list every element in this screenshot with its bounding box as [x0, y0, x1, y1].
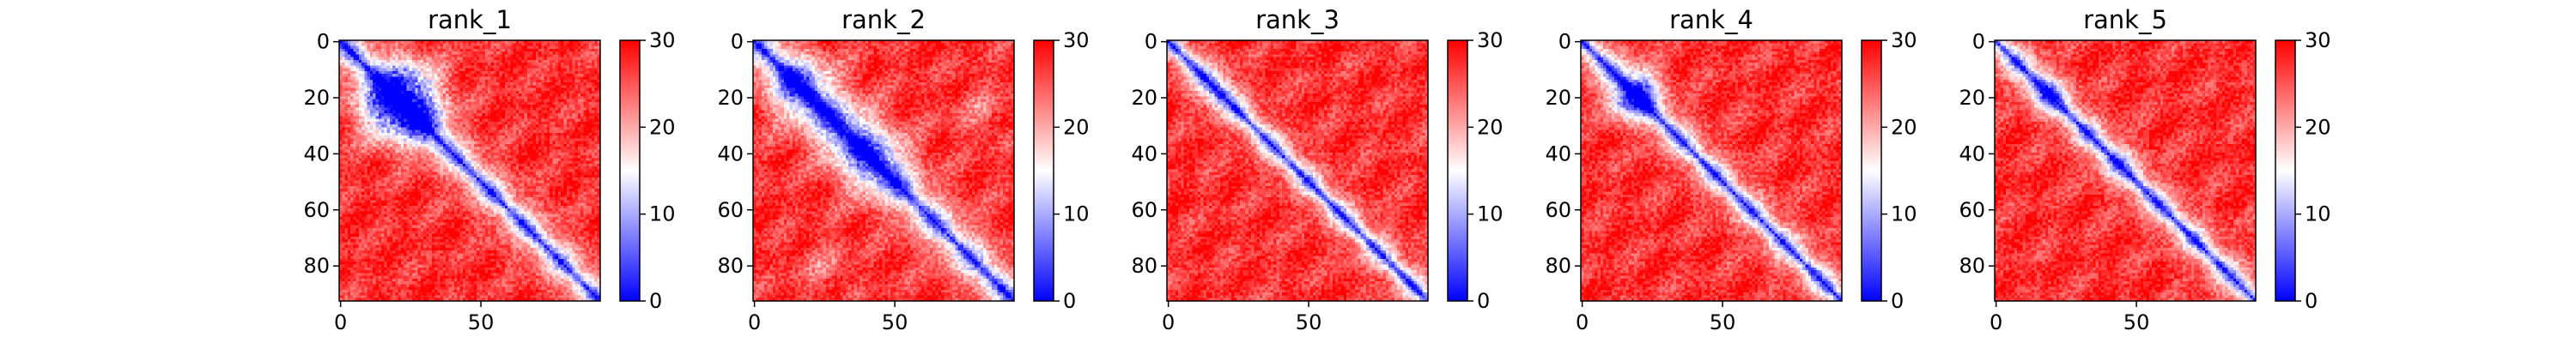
colorbar-tick-label: 10 [649, 202, 676, 226]
colorbar-tick-label: 20 [1063, 115, 1090, 139]
colorbar-tick-label: 20 [649, 115, 676, 139]
colorbar-tick-label: 20 [2305, 115, 2331, 139]
heatmap-image [1581, 40, 1842, 301]
y-tick-label: 0 [1145, 30, 1157, 54]
x-tick-label: 50 [2123, 310, 2150, 334]
colorbar [1861, 39, 1882, 302]
colorbar-tick-label: 10 [1477, 202, 1504, 226]
y-tick-label: 0 [317, 30, 330, 54]
y-tick-label: 20 [717, 86, 744, 110]
heatmap-image [1995, 40, 2256, 301]
heatmap-image [753, 40, 1014, 301]
x-tick-label: 0 [748, 310, 761, 334]
colorbar [1033, 39, 1054, 302]
panel-rank_4: rank_4 0 20 40 60 80 0 50 0 10 20 30 [1545, 5, 1917, 334]
y-tick-label: 40 [1959, 141, 1985, 165]
heatmap-frame [1580, 39, 1843, 302]
panel-rank_1: rank_1 0 20 40 60 80 0 50 0 10 20 30 [303, 5, 675, 334]
colorbar-tick-label: 0 [1891, 289, 1904, 313]
heatmap-frame [752, 39, 1015, 302]
y-tick-label: 60 [303, 198, 330, 222]
heatmap-image [339, 40, 600, 301]
heatmap-frame [338, 39, 601, 302]
x-tick-label: 0 [1576, 310, 1589, 334]
colorbar-tick-label: 10 [1063, 202, 1090, 226]
x-tick-label: 0 [1990, 310, 2002, 334]
y-tick-label: 80 [303, 254, 330, 278]
heatmap-frame [1994, 39, 2257, 302]
y-tick-label: 0 [1972, 30, 1985, 54]
colorbar-tick-label: 20 [1477, 115, 1504, 139]
colorbar-tick-label: 10 [2305, 202, 2331, 226]
y-tick-label: 20 [1959, 86, 1985, 110]
x-tick-label: 0 [334, 310, 347, 334]
y-tick-label: 80 [1959, 254, 1985, 278]
colorbar-tick-label: 30 [649, 28, 676, 52]
x-tick-label: 50 [882, 310, 908, 334]
colorbar-tick-label: 30 [1063, 28, 1090, 52]
y-tick-label: 80 [717, 254, 744, 278]
colorbar-tick-label: 30 [1477, 28, 1504, 52]
x-tick-label: 50 [468, 310, 495, 334]
y-tick-label: 20 [1545, 86, 1571, 110]
y-tick-label: 60 [1959, 198, 1985, 222]
x-tick-label: 50 [1296, 310, 1322, 334]
y-tick-label: 80 [1131, 254, 1157, 278]
y-tick-label: 20 [303, 86, 330, 110]
colorbar-tick-label: 0 [1477, 289, 1490, 313]
colorbar [1447, 39, 1468, 302]
chart-title: rank_4 [1669, 5, 1753, 34]
colorbar-tick-label: 10 [1891, 202, 1917, 226]
y-tick-label: 40 [303, 141, 330, 165]
colorbar-tick-label: 30 [1891, 28, 1917, 52]
y-tick-label: 40 [1545, 141, 1571, 165]
y-tick-label: 20 [1131, 86, 1157, 110]
y-tick-label: 40 [717, 141, 744, 165]
y-tick-label: 0 [1558, 30, 1571, 54]
heatmap-image [1167, 40, 1428, 301]
colorbar-tick-label: 0 [649, 289, 662, 313]
panel-rank_5: rank_5 0 20 40 60 80 0 50 0 10 20 30 [1959, 5, 2330, 334]
chart-title: rank_1 [428, 5, 512, 34]
panel-rank_2: rank_2 0 20 40 60 80 0 50 0 10 20 30 [717, 5, 1089, 334]
x-tick-label: 50 [1710, 310, 1736, 334]
heatmap-frame [1166, 39, 1429, 302]
chart-title: rank_3 [1255, 5, 1340, 34]
colorbar-tick-label: 0 [2305, 289, 2318, 313]
colorbar [2275, 39, 2296, 302]
y-tick-label: 60 [1545, 198, 1571, 222]
panel-rank_3: rank_3 0 20 40 60 80 0 50 0 10 20 30 [1131, 5, 1503, 334]
colorbar-tick-label: 20 [1891, 115, 1917, 139]
y-tick-label: 60 [1131, 198, 1157, 222]
y-tick-label: 80 [1545, 254, 1571, 278]
colorbar [619, 39, 641, 302]
y-tick-label: 60 [717, 198, 744, 222]
y-tick-label: 0 [731, 30, 744, 54]
colorbar-tick-label: 30 [2305, 28, 2331, 52]
chart-title: rank_2 [841, 5, 926, 34]
colorbar-tick-label: 0 [1063, 289, 1076, 313]
chart-title: rank_5 [2083, 5, 2167, 34]
x-tick-label: 0 [1162, 310, 1175, 334]
y-tick-label: 40 [1131, 141, 1157, 165]
